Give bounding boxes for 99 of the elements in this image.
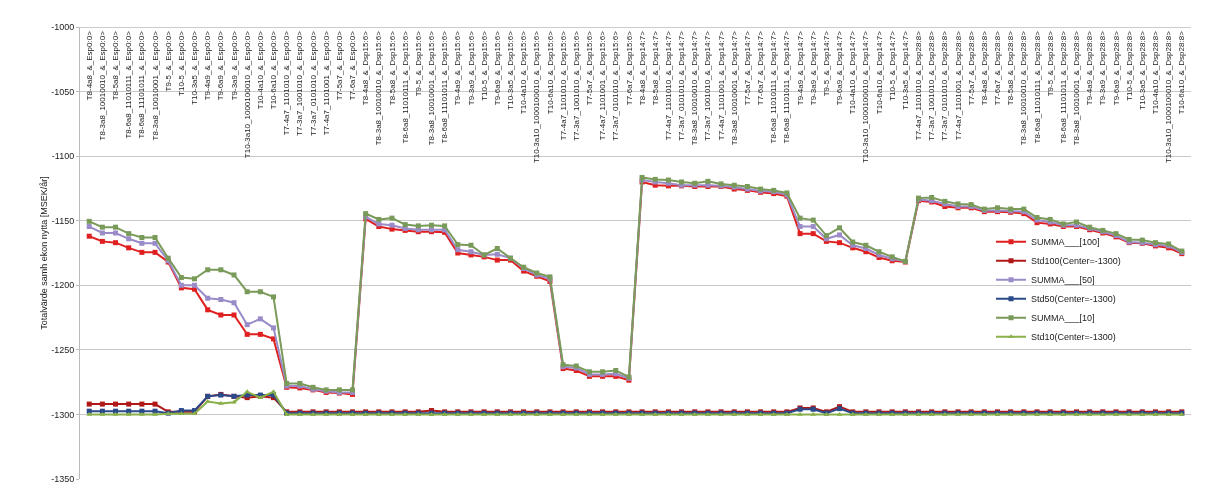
x-tick-label: T7-3a7_0101010_&_Esp0:0>: [308, 30, 318, 136]
y-tick-label: -1300: [51, 409, 75, 420]
x-tick-label: T10-6a10_&_Dsp14:7>: [874, 30, 884, 115]
x-tick-label: T8-4a8_&_Dsp14:7>: [637, 30, 647, 106]
x-tick-label: T7-5a7_&_Dsp15:6>: [585, 30, 595, 106]
x-tick-label: T7-6a7_&_Dsp28:8>: [993, 30, 1003, 106]
x-tick-label: T8-4a8_&_Dsp15:6>: [361, 30, 371, 106]
x-tick-label: T8-3a8_10010010_&_Dsp28:8>: [1019, 30, 1029, 146]
x-tick-label: T10-6a10_&_Dsp15:6>: [545, 30, 555, 115]
x-tick-label: T7-5a7_&_Esp0:0>: [334, 30, 344, 101]
x-tick-label: T7-4a7_1101010_&_Esp0:0>: [282, 30, 292, 136]
x-tick-label: T10-5_&_Dsp14:7>: [887, 30, 897, 101]
x-tick-label: T8-3a8_10010001_&_Dsp28:8>: [1072, 30, 1082, 146]
x-tick-label: T7-6a7_&_Esp0:0>: [348, 30, 358, 101]
x-tick-label: T9-6a9_&_Dsp28:8>: [1111, 30, 1121, 106]
x-tick-label: T7-3a7_1001010_&_Dsp28:8>: [927, 30, 937, 141]
x-tick-label: T7-6a7_&_Dsp14:7>: [756, 30, 766, 106]
x-tick-label: T8-4a8_&_Esp0:0>: [84, 30, 94, 101]
x-tick-label: T8-6a8_11010111_&_Dsp15:6>: [400, 30, 410, 144]
x-tick-label: T9-4a9_&_Dsp28:8>: [1085, 30, 1095, 106]
legend-label: SUMMA___[50]: [1031, 275, 1095, 286]
x-tick-label: T10-4a10_&_Dsp28:8>: [1151, 30, 1161, 115]
x-tick-label: T7-3a7_1001010_&_Dsp15:6>: [571, 30, 581, 141]
legend-label: SUMMA___[100]: [1031, 237, 1100, 248]
x-tick-label: T7-4a7_1101001_&_Esp0:0>: [321, 30, 331, 136]
x-tick-label: T10-4a10_&_Dsp15:6>: [519, 30, 529, 115]
y-tick-label: -1200: [51, 280, 75, 291]
x-tick-label: T9-4a9_&_Dsp14:7>: [795, 30, 805, 106]
y-axis-title: Totalvärde samh ekon nytta [MSEK/år]: [39, 176, 50, 330]
x-tick-label: T10-4a10_&_Esp0:0>: [255, 30, 265, 110]
x-tick-label: T8-6a8_11101011_&_Dsp15:6>: [440, 30, 450, 144]
x-tick-label: T9-3a9_&_Dsp15:6>: [466, 30, 476, 106]
y-tick-label: -1150: [51, 215, 75, 226]
x-tick-label: T10-3a10_1000100010_&_Esp0:0>: [242, 30, 252, 159]
x-tick-label: T7-5a7_&_Dsp14:7>: [742, 30, 752, 106]
x-tick-label: T8-3a8_10010001_&_Dsp14:7>: [729, 30, 739, 146]
legend-label: Std100(Center=-1300): [1031, 256, 1121, 267]
x-tick-label: T8-5a8_&_Esp0:0>: [111, 30, 121, 101]
y-tick-label: -1250: [51, 345, 75, 356]
x-tick-label: T10-6a10_&_Dsp28:8>: [1177, 30, 1187, 115]
x-tick-label: T9-4a9_&_Esp0:0>: [203, 30, 213, 101]
y-tick-label: -1000: [51, 22, 75, 33]
x-tick-label: T7-5a7_&_Dsp28:8>: [966, 30, 976, 106]
x-tick-label: T7-6a7_&_Dsp15:6>: [624, 30, 634, 106]
legend-label: Std50(Center=-1300): [1031, 294, 1116, 305]
x-tick-label: T8-5a8_&_Dsp15:6>: [387, 30, 397, 106]
x-tick-label: T9-3a9_&_Dsp28:8>: [1098, 30, 1108, 106]
x-tick-label: T8-3a8_10010001_&_Dsp15:6>: [427, 30, 437, 146]
x-tick-label: T10-3a5_&_Dsp14:7>: [900, 30, 910, 110]
x-tick-label: T10-3a10_1000100010_&_Dsp15:6>: [532, 30, 542, 164]
x-tick-label: T8-6a8_11101011_&_Esp0:0>: [137, 30, 147, 139]
x-tick-label: T8-4a8_&_Dsp28:8>: [979, 30, 989, 106]
x-tick-label: T9-5_&_Dsp28:8>: [1045, 30, 1055, 97]
x-tick-label: T9-5_&_Esp0:0>: [163, 30, 173, 92]
x-tick-label: T8-3a8_10010010_&_Dsp15:6>: [374, 30, 384, 146]
x-tick-label: T10-5_&_Dsp15:6>: [479, 30, 489, 101]
y-tick-label: -1050: [51, 86, 75, 97]
x-tick-label: T9-5_&_Dsp15:6>: [413, 30, 423, 97]
x-tick-label: T7-3a7_1001010_&_Esp0:0>: [295, 30, 305, 136]
x-tick-label: T10-5_&_Esp0:0>: [176, 30, 186, 96]
x-tick-label: T9-6a9_&_Dsp14:7>: [835, 30, 845, 106]
x-tick-label: T7-3a7_0101010_&_Dsp14:7>: [677, 30, 687, 141]
x-tick-label: T9-6a9_&_Esp0:0>: [216, 30, 226, 101]
x-tick-label: T7-4a7_1101001_&_Dsp15:6>: [598, 30, 608, 141]
x-tick-label: T10-3a5_&_Dsp15:6>: [506, 30, 516, 110]
x-tick-label: T9-4a9_&_Dsp15:6>: [453, 30, 463, 106]
x-tick-label: T10-3a5_&_Dsp28:8>: [1137, 30, 1147, 110]
x-tick-label: T10-3a5_&_Esp0:0>: [190, 30, 200, 105]
legend-label: Std10(Center=-1300): [1031, 332, 1116, 343]
x-tick-label: T7-4a7_1101001_&_Dsp28:8>: [953, 30, 963, 141]
x-tick-label: T7-3a7_0101010_&_Dsp15:6>: [611, 30, 621, 141]
legend-label: SUMMA___[10]: [1031, 313, 1095, 324]
y-tick-label: -1350: [51, 474, 75, 485]
x-tick-label: T10-3a10_1000100010_&_Dsp14:7>: [861, 30, 871, 164]
x-tick-label: T9-6a9_&_Dsp15:6>: [492, 30, 502, 106]
x-tick-label: T8-5a8_&_Dsp28:8>: [1006, 30, 1016, 106]
x-tick-label: T7-4a7_1101010_&_Dsp14:7>: [664, 30, 674, 141]
x-tick-label: T9-3a9_&_Dsp14:7>: [808, 30, 818, 106]
x-tick-label: T8-3a8_10010010_&_Dsp14:7>: [690, 30, 700, 146]
x-tick-label: T8-6a8_11101011_&_Dsp14:7>: [782, 30, 792, 144]
x-tick-label: T8-6a8_11010111_&_Dsp14:7>: [769, 30, 779, 144]
x-tick-label: T7-3a7_0101010_&_Dsp28:8>: [940, 30, 950, 141]
x-tick-label: T8-6a8_11010111_&_Esp0:0>: [124, 30, 134, 139]
x-tick-label: T9-3a9_&_Esp0:0>: [229, 30, 239, 101]
x-tick-label: T10-6a10_&_Esp0:0>: [269, 30, 279, 110]
x-tick-label: T8-3a8_10010001_&_Esp0:0>: [150, 30, 160, 141]
x-tick-label: T7-3a7_1001010_&_Dsp14:7>: [703, 30, 713, 141]
x-tick-label: T8-5a8_&_Dsp14:7>: [650, 30, 660, 106]
x-tick-label: T7-4a7_1101010_&_Dsp28:8>: [914, 30, 924, 141]
x-tick-label: T7-4a7_1101001_&_Dsp14:7>: [716, 30, 726, 141]
x-tick-label: T10-5_&_Dsp28:8>: [1124, 30, 1134, 101]
x-tick-label: T10-3a10_1000100010_&_Dsp28:8>: [1164, 30, 1174, 164]
x-tick-label: T8-3a8_10010010_&_Esp0:0>: [97, 30, 107, 141]
x-tick-label: T9-5_&_Dsp14:7>: [821, 30, 831, 97]
x-tick-label: T10-4a10_&_Dsp14:7>: [848, 30, 858, 115]
x-tick-label: T7-4a7_1101010_&_Dsp15:6>: [558, 30, 568, 141]
x-tick-label: T8-6a8_11101011_&_Dsp28:8>: [1058, 30, 1068, 144]
x-tick-label: T8-6a8_11010111_&_Dsp28:8>: [1032, 30, 1042, 144]
y-tick-label: -1100: [51, 151, 75, 162]
